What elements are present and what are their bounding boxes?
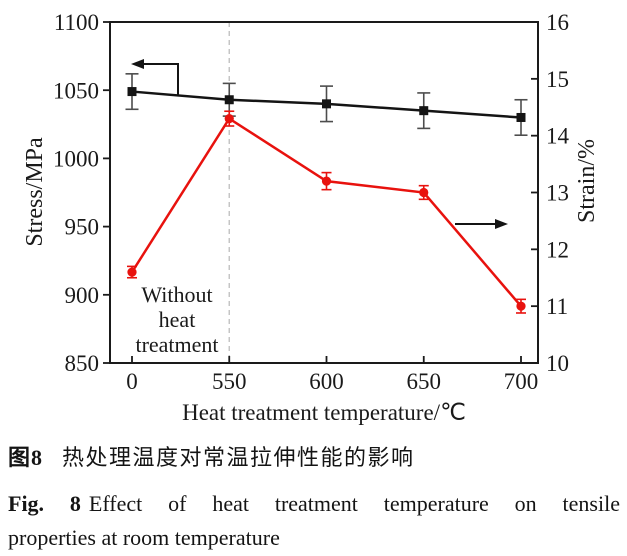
left-axis-tick-label: 900 xyxy=(65,283,100,308)
chart-area: 1100 1050 1000 950 900 850 16 15 14 13 12 11 10 0 550 6… xyxy=(22,10,600,425)
stress-data-point xyxy=(322,99,331,109)
stress-data-point xyxy=(419,106,429,116)
left-axis-tick-label: 1050 xyxy=(53,78,99,103)
stress-arrow-line xyxy=(140,63,179,96)
left-axis-tick-label: 850 xyxy=(65,351,100,376)
strain-data-point xyxy=(321,176,332,186)
annotation-without-heat-treatment: treatment xyxy=(135,332,218,357)
right-axis-tick-label: 11 xyxy=(546,294,568,319)
strain-data-point xyxy=(127,267,137,277)
caption-english-line1: Fig. 8 Effect of heat treatment temperatu… xyxy=(8,487,620,521)
caption-english-line2: properties at room temperature xyxy=(8,525,280,550)
x-axis-tick-label: 650 xyxy=(407,369,442,394)
dual-axis-line-chart: 1100 1050 1000 950 900 850 16 15 14 13 12 11 10 0 550 6… xyxy=(22,10,600,425)
left-axis-title: Stress/MPa xyxy=(22,137,48,247)
left-axis-tick-label: 1100 xyxy=(54,10,99,35)
left-axis-tick-label: 1000 xyxy=(53,146,99,171)
right-axis-tick-label: 12 xyxy=(546,237,569,262)
x-axis-tick-label: 600 xyxy=(309,369,344,394)
strain-arrow-head-right-icon xyxy=(495,219,508,229)
strain-data-point xyxy=(419,187,429,198)
left-axis-tick-label: 950 xyxy=(65,215,100,240)
stress-data-point xyxy=(127,87,137,97)
right-axis-tick-label: 13 xyxy=(546,181,569,206)
caption-zh-text: 热处理温度对常温拉伸性能的影响 xyxy=(62,445,415,470)
strain-data-point xyxy=(516,301,526,311)
stress-arrow-head-left-icon xyxy=(131,59,144,69)
right-axis-tick-label: 15 xyxy=(546,67,569,92)
x-axis-title: Heat treatment temperature/℃ xyxy=(182,400,466,425)
figure-caption: 图8 热处理温度对常温拉伸性能的影响 Fig. 8 Effect of heat t… xyxy=(8,441,620,555)
caption-zh-label: 图8 xyxy=(8,445,44,470)
annotation-without-heat-treatment: Without xyxy=(141,282,212,307)
right-axis-tick-label: 16 xyxy=(546,10,569,35)
right-axis-tick-label: 10 xyxy=(546,351,569,376)
annotation-without-heat-treatment: heat xyxy=(159,307,196,332)
x-axis-tick-label: 700 xyxy=(504,369,539,394)
right-axis-title: Strain/% xyxy=(574,139,600,223)
strain-series-line xyxy=(130,116,522,307)
stress-data-point xyxy=(516,112,526,122)
x-axis-tick-label: 0 xyxy=(126,369,138,394)
caption-en-label: Fig. 8 xyxy=(8,491,81,516)
stress-data-point xyxy=(224,95,234,105)
caption-en-text1: Effect of heat treatment temperature on … xyxy=(88,491,620,516)
x-axis-tick-label: 550 xyxy=(212,369,247,394)
strain-data-point xyxy=(224,114,234,124)
caption-chinese: 图8 热处理温度对常温拉伸性能的影响 xyxy=(8,441,620,475)
right-axis-tick-label: 14 xyxy=(546,124,570,149)
